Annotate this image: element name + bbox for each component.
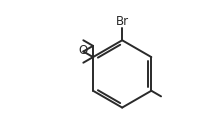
Text: O: O	[78, 44, 87, 57]
Text: Br: Br	[116, 15, 129, 28]
